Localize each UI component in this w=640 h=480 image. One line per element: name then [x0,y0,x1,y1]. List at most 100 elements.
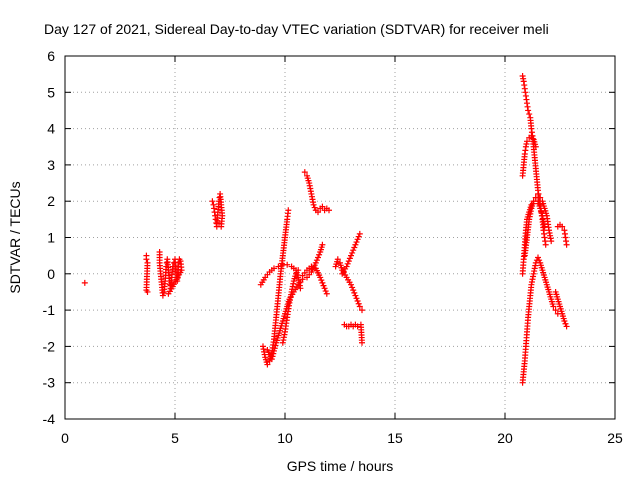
data-point [319,241,326,248]
data-point [353,239,360,246]
series-arc-21h-rise [519,132,539,179]
y-tick-label: 2 [47,193,55,209]
plot-frame [64,55,616,420]
data-point [297,285,304,292]
data-point [559,223,566,230]
y-axis-label: SDTVAR / TECUs [7,181,23,293]
series-cluster-3.7h [143,252,151,295]
y-tick-label: -1 [43,302,56,318]
data-point [216,219,222,226]
y-tick-label: -4 [43,411,56,427]
data-point [293,270,299,277]
y-tick-label: -3 [43,375,56,391]
x-tick-label: 10 [277,430,293,446]
y-tick-label: 3 [47,157,55,173]
y-tick-label: 6 [47,48,55,64]
data-point [349,249,356,256]
y-tick-label: 4 [47,121,55,137]
data-point [535,254,541,261]
data-point [345,258,352,265]
data-point [356,303,363,310]
data-point [352,241,359,248]
series-arc-22-23h [552,288,570,330]
data-point [352,292,359,299]
data-point [295,267,302,274]
data-point [313,257,320,264]
data-point [541,223,548,230]
y-tick-label: 0 [47,266,55,282]
data-points [81,72,570,386]
series-arc-21h-deep [519,254,561,386]
data-point [525,107,532,114]
data-point [350,247,357,254]
series-cluster-7h [209,190,226,230]
x-tick-label: 5 [171,430,179,446]
data-point [320,282,327,289]
data-point [532,143,539,150]
data-point [550,303,557,310]
data-point [351,289,358,296]
chart-title: Day 127 of 2021, Sidereal Day-to-day VTE… [44,21,549,37]
x-tick-label: 20 [497,430,513,446]
data-point [548,238,555,245]
y-tick-label: 1 [47,230,55,246]
data-point [536,257,543,264]
data-point [316,251,323,258]
data-point [319,279,326,286]
data-point [359,307,365,314]
data-point [323,290,330,297]
data-point [349,284,356,291]
data-point [315,254,321,261]
data-point [81,279,88,286]
data-point [528,201,535,208]
data-point [354,298,361,305]
data-point [308,263,315,270]
series-arc-10-11h [279,267,302,346]
series-arc-11-12h [301,169,332,216]
data-point [528,132,535,139]
data-point [532,194,539,201]
data-point [144,288,151,295]
data-point [159,292,166,299]
data-point [311,204,318,211]
data-point [561,317,568,324]
series-isolated-point [81,279,88,286]
data-point [285,207,292,214]
data-point [271,347,277,354]
data-point [353,295,360,302]
data-point [355,300,362,307]
x-tick-label: 15 [387,430,403,446]
data-point [268,356,275,363]
data-point [301,169,308,176]
data-point [310,201,317,208]
y-tick-label: 5 [47,84,55,100]
data-point [356,230,363,237]
x-axis-label: GPS time / hours [287,458,394,474]
data-point [343,263,350,270]
series-arc-21h-low [519,194,548,277]
data-point [351,244,358,251]
data-point [271,265,277,272]
series-arc-12.5-13.5h-rise [339,230,363,277]
data-point [315,209,321,216]
data-point [334,256,341,263]
data-point [270,350,277,357]
data-point [562,320,569,327]
data-point [563,323,570,330]
data-point [264,361,271,368]
data-point [552,307,559,314]
data-point [354,323,361,330]
data-point [143,256,150,263]
data-point [209,198,216,205]
x-tick-label: 0 [61,430,69,446]
data-point [354,236,361,243]
x-tick-label: 25 [607,430,623,446]
data-point [563,241,570,248]
data-point [271,345,278,352]
data-point [322,288,329,295]
data-point [535,190,541,197]
data-point [344,260,351,267]
data-point [524,138,530,145]
series-flat-13h [341,321,365,346]
